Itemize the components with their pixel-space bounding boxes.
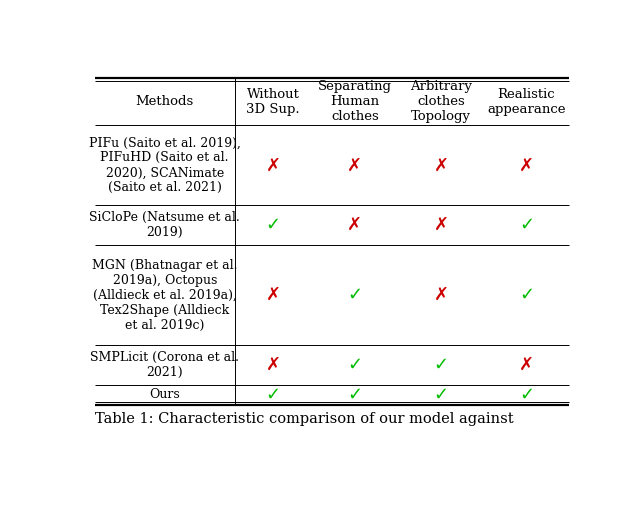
Text: ✗: ✗ [433, 157, 449, 174]
Text: ✓: ✓ [519, 386, 534, 404]
Text: ✓: ✓ [266, 386, 281, 404]
Text: SMPLicit (Corona et al.
2021): SMPLicit (Corona et al. 2021) [90, 351, 239, 379]
Text: ✗: ✗ [433, 286, 449, 304]
Text: ✓: ✓ [348, 386, 362, 404]
Text: ✓: ✓ [433, 356, 449, 374]
Text: ✗: ✗ [348, 157, 362, 174]
Text: PIFu (Saito et al. 2019),
PIFuHD (Saito et al.
2020), SCANimate
(Saito et al. 20: PIFu (Saito et al. 2019), PIFuHD (Saito … [89, 136, 241, 194]
Text: ✓: ✓ [348, 356, 362, 374]
Text: ✗: ✗ [266, 157, 281, 174]
Text: ✓: ✓ [266, 216, 281, 234]
Text: Separating
Human
clothes: Separating Human clothes [318, 80, 392, 123]
Text: Table 1: Characteristic comparison of our model against: Table 1: Characteristic comparison of ou… [95, 412, 513, 426]
Text: ✓: ✓ [519, 216, 534, 234]
Text: ✓: ✓ [519, 286, 534, 304]
Text: Arbitrary
clothes
Topology: Arbitrary clothes Topology [410, 80, 472, 123]
Text: ✗: ✗ [266, 356, 281, 374]
Text: ✓: ✓ [348, 286, 362, 304]
Text: MGN (Bhatnagar et al.
2019a), Octopus
(Alldieck et al. 2019a),
Tex2Shape (Alldie: MGN (Bhatnagar et al. 2019a), Octopus (A… [92, 259, 237, 331]
Text: Ours: Ours [149, 388, 180, 401]
Text: SiCloPe (Natsume et al.
2019): SiCloPe (Natsume et al. 2019) [90, 211, 240, 239]
Text: Methods: Methods [136, 95, 194, 108]
Text: ✗: ✗ [519, 157, 534, 174]
Text: ✗: ✗ [266, 286, 281, 304]
Text: ✗: ✗ [519, 356, 534, 374]
Text: ✗: ✗ [433, 216, 449, 234]
Text: Without
3D Sup.: Without 3D Sup. [246, 88, 300, 116]
Text: Realistic
appearance: Realistic appearance [487, 88, 566, 116]
Text: ✓: ✓ [433, 386, 449, 404]
Text: ✗: ✗ [348, 216, 362, 234]
